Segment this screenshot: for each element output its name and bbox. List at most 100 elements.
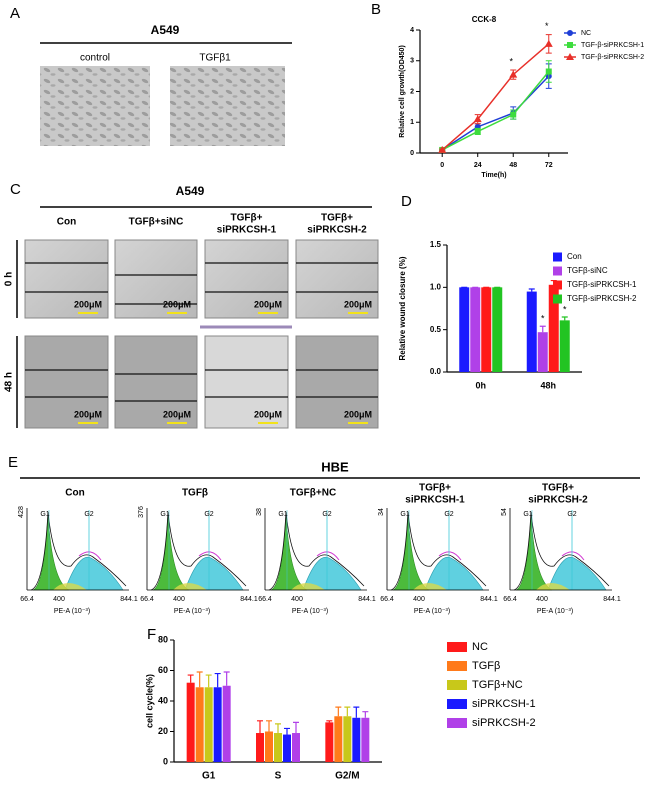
- error-bar: [335, 706, 342, 717]
- scale-bar-label: 200μM: [74, 409, 102, 419]
- x-tick-label: 0: [440, 162, 444, 169]
- histogram-outline: [390, 511, 487, 591]
- bar: [459, 287, 470, 372]
- y-axis-label: cell cycle(%): [144, 674, 154, 728]
- peak-label: G1: [40, 511, 49, 518]
- y-max-label: 376: [138, 506, 145, 518]
- y-tick-label: 60: [158, 665, 168, 675]
- histogram-title: Con: [65, 488, 84, 499]
- x-axis-label: PE-A (10⁻³): [292, 608, 328, 615]
- legend-label: TGFβ-siPRKCSH-2: [567, 294, 637, 303]
- x-tick-label: 66.4: [140, 596, 154, 603]
- marker: [510, 111, 517, 118]
- legend-swatch: [447, 642, 467, 652]
- fit-curve: [78, 551, 102, 561]
- bar: [256, 733, 264, 762]
- bar: [265, 731, 273, 762]
- x-tick-label: 66.4: [380, 596, 394, 603]
- panel-letter: B: [371, 1, 381, 18]
- marker: [474, 128, 481, 135]
- fit-curve: [316, 551, 340, 561]
- scale-bar-label: 200μM: [74, 299, 102, 309]
- bar: [537, 332, 548, 372]
- column-label: TGFβ1: [199, 53, 231, 64]
- panel-title: A549: [151, 23, 180, 37]
- x-tick-label: 400: [413, 596, 425, 603]
- wound-image: [204, 335, 289, 429]
- bar: [343, 716, 352, 762]
- x-tick-label: 400: [53, 596, 65, 603]
- g1-peak: [32, 513, 70, 591]
- peak-label: G2: [204, 511, 213, 518]
- histogram-title: TGFβ+NC: [290, 488, 336, 499]
- significance: *: [545, 21, 549, 31]
- bar: [274, 733, 282, 762]
- bar: [283, 734, 291, 762]
- x-tick-label: 844.1: [358, 596, 376, 603]
- error-bar: [353, 706, 360, 718]
- fit-curve: [198, 551, 222, 561]
- g1-peak: [392, 513, 430, 591]
- error-bar: [266, 720, 272, 732]
- fit-curve: [561, 551, 585, 561]
- legend-marker: [566, 53, 574, 60]
- y-axis-label: Relative cell growth(OD450): [399, 45, 406, 138]
- peak-label: G2: [567, 511, 576, 518]
- s-phase: [173, 583, 207, 590]
- series-line: [441, 75, 550, 151]
- x-tick-label: G1: [202, 771, 216, 782]
- bar: [325, 722, 334, 762]
- error-bar: [275, 723, 281, 734]
- series-line: [441, 43, 550, 151]
- peak-label: G2: [84, 511, 93, 518]
- legend-label: siPRKCSH-1: [472, 698, 536, 710]
- marker: [509, 70, 518, 78]
- histogram-title: TGFβ+: [542, 483, 574, 494]
- significance: *: [563, 304, 567, 314]
- panel-letter: A: [10, 5, 20, 22]
- y-tick-label: 0.0: [430, 367, 442, 376]
- x-tick-label: 66.4: [258, 596, 272, 603]
- significance: *: [541, 314, 545, 324]
- column-label: TGFβ+: [321, 213, 353, 224]
- wound-image: [24, 239, 109, 319]
- error-bar: [539, 325, 546, 333]
- error-bar: [284, 727, 290, 735]
- legend-label: TGF-β-siPRKCSH-1: [581, 42, 644, 49]
- peak-label: G1: [278, 511, 287, 518]
- g2-peak: [184, 556, 244, 591]
- legend-marker: [567, 42, 573, 48]
- y-tick-label: 0.5: [430, 325, 442, 334]
- error-bar: [187, 674, 194, 683]
- y-tick-label: 1: [410, 119, 414, 126]
- error-bar: [214, 672, 221, 688]
- y-tick-label: 2: [410, 88, 414, 95]
- histogram-title: TGFβ+: [419, 483, 451, 494]
- error-bar: [326, 720, 333, 723]
- scale-bar-label: 200μM: [254, 299, 282, 309]
- x-tick-label: 48: [509, 162, 517, 169]
- y-max-label: 54: [501, 508, 508, 516]
- scale-bar-label: 200μM: [254, 409, 282, 419]
- bar: [492, 287, 503, 372]
- y-tick-label: 1.5: [430, 240, 442, 249]
- histogram-outline: [513, 511, 610, 591]
- x-tick-label: 72: [545, 162, 553, 169]
- legend-swatch: [553, 252, 562, 262]
- marker: [473, 115, 482, 123]
- x-tick-label: 48h: [540, 380, 556, 390]
- bar: [213, 687, 222, 762]
- x-tick-label: 844.1: [603, 596, 621, 603]
- bar: [526, 291, 537, 372]
- marker: [438, 145, 447, 153]
- panel-letter: D: [401, 193, 412, 210]
- panel-letter: F: [147, 626, 156, 643]
- x-tick-label: G2/M: [335, 771, 359, 782]
- x-tick-label: 24: [474, 162, 482, 169]
- x-axis-label: PE-A (10⁻³): [174, 608, 210, 615]
- histogram-outline: [268, 511, 365, 591]
- x-tick-label: 400: [173, 596, 185, 603]
- panel-title: A549: [176, 184, 205, 198]
- legend-label: TGF-β-siPRKCSH-2: [581, 54, 644, 61]
- peak-label: G2: [322, 511, 331, 518]
